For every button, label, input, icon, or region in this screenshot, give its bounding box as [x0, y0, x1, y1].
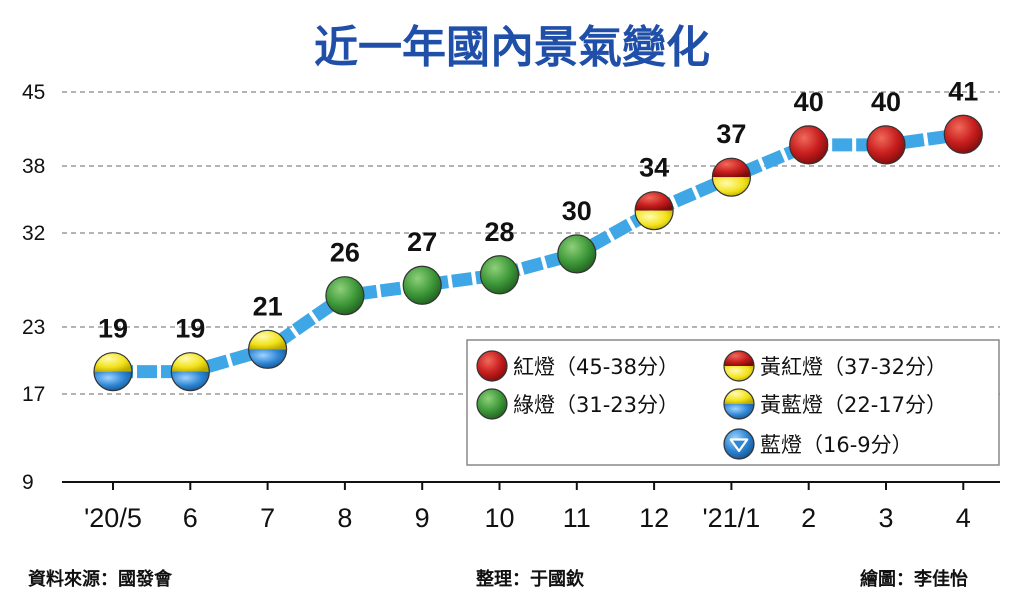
x-tick-label: 4	[956, 503, 971, 533]
data-point-green	[479, 255, 520, 295]
x-tick-label: 9	[415, 503, 430, 533]
y-tick-label: 38	[22, 155, 45, 178]
data-label: 34	[639, 153, 669, 183]
legend-swatch-green	[476, 388, 508, 420]
data-label: 40	[871, 87, 901, 117]
data-labels: 19 19 21 26 27 28 30 34 37 40 40 41	[98, 76, 978, 343]
legend-swatch-blue	[723, 428, 755, 460]
x-tick-label: 7	[260, 503, 275, 533]
x-axis	[62, 481, 1000, 490]
data-label: 19	[98, 314, 128, 344]
data-point-green	[557, 234, 597, 274]
data-label: 19	[175, 314, 205, 344]
chart-title: 近一年國內景氣變化	[314, 22, 710, 73]
data-point-green	[325, 276, 365, 316]
x-axis-ticks: '20/5 6 7 8 9 10 11 12 '21/1 2 3 4	[84, 503, 971, 533]
y-tick-label: 23	[22, 316, 45, 339]
data-point-red	[789, 125, 829, 165]
legend: 紅燈（45-38分） 黃紅燈（37-32分） 綠燈（31-23分） 黃藍燈（22-17…	[466, 339, 1000, 466]
legend-label: 紅燈（45-38分）	[513, 355, 679, 379]
y-axis-ticks: 9 17 23 32 38 45	[22, 81, 45, 494]
legend-swatch-yellow-red	[723, 350, 755, 382]
data-label: 40	[794, 87, 824, 117]
footer-source: 資料來源：國發會	[28, 568, 173, 590]
y-tick-label: 32	[22, 222, 45, 245]
x-tick-label: 8	[337, 503, 352, 533]
x-tick-label: 2	[801, 503, 816, 533]
x-tick-label: 10	[484, 503, 514, 533]
data-point-red	[866, 125, 906, 165]
legend-label: 黃藍燈（22-17分）	[760, 393, 947, 417]
data-point-red	[943, 114, 983, 154]
y-tick-label: 9	[22, 471, 34, 494]
data-label: 30	[562, 196, 592, 226]
legend-swatch-red	[476, 350, 508, 382]
y-tick-label: 17	[22, 383, 45, 406]
legend-swatch-yellow-blue	[723, 388, 755, 420]
data-point-yellow-blue	[248, 329, 288, 369]
x-tick-label: 3	[878, 503, 893, 533]
data-point-yellow-red	[634, 191, 674, 231]
data-label: 28	[484, 217, 514, 247]
legend-label: 藍燈（16-9分）	[760, 433, 913, 457]
markers	[93, 114, 983, 392]
series-line	[113, 127, 965, 379]
legend-label: 綠燈（31-23分）	[513, 393, 679, 417]
data-point-yellow-red	[711, 157, 752, 197]
data-label: 37	[716, 119, 746, 149]
data-label: 21	[253, 291, 283, 321]
data-label: 41	[948, 76, 978, 106]
x-tick-label: 12	[639, 503, 669, 533]
x-tick-label: '21/1	[703, 503, 761, 533]
x-tick-label: 6	[183, 503, 198, 533]
footer-editor: 整理：于國欽	[475, 568, 585, 590]
x-tick-label: 11	[563, 503, 591, 533]
data-label: 26	[330, 238, 360, 268]
data-point-yellow-blue	[93, 352, 133, 392]
y-tick-label: 45	[22, 81, 45, 104]
x-tick-label: '20/5	[84, 503, 142, 533]
legend-label: 黃紅燈（37-32分）	[760, 355, 947, 379]
footer-artist: 繪圖：李佳怡	[860, 568, 968, 590]
data-point-green	[402, 265, 442, 305]
data-point-yellow-blue	[170, 352, 210, 392]
data-label: 27	[407, 227, 437, 257]
